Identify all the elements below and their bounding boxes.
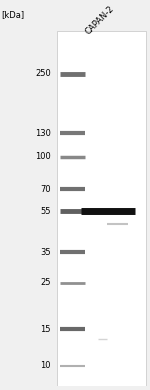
Text: 10: 10 — [40, 362, 51, 370]
Text: 35: 35 — [40, 248, 51, 257]
Text: [kDa]: [kDa] — [2, 10, 25, 19]
Text: 15: 15 — [40, 324, 51, 333]
Text: 250: 250 — [35, 69, 51, 78]
Bar — [57, 31, 146, 386]
Text: 70: 70 — [40, 185, 51, 194]
Text: 25: 25 — [40, 278, 51, 287]
Text: 55: 55 — [40, 207, 51, 216]
Text: CAPAN-2: CAPAN-2 — [84, 4, 116, 37]
Text: 100: 100 — [35, 152, 51, 161]
Text: 130: 130 — [35, 129, 51, 138]
